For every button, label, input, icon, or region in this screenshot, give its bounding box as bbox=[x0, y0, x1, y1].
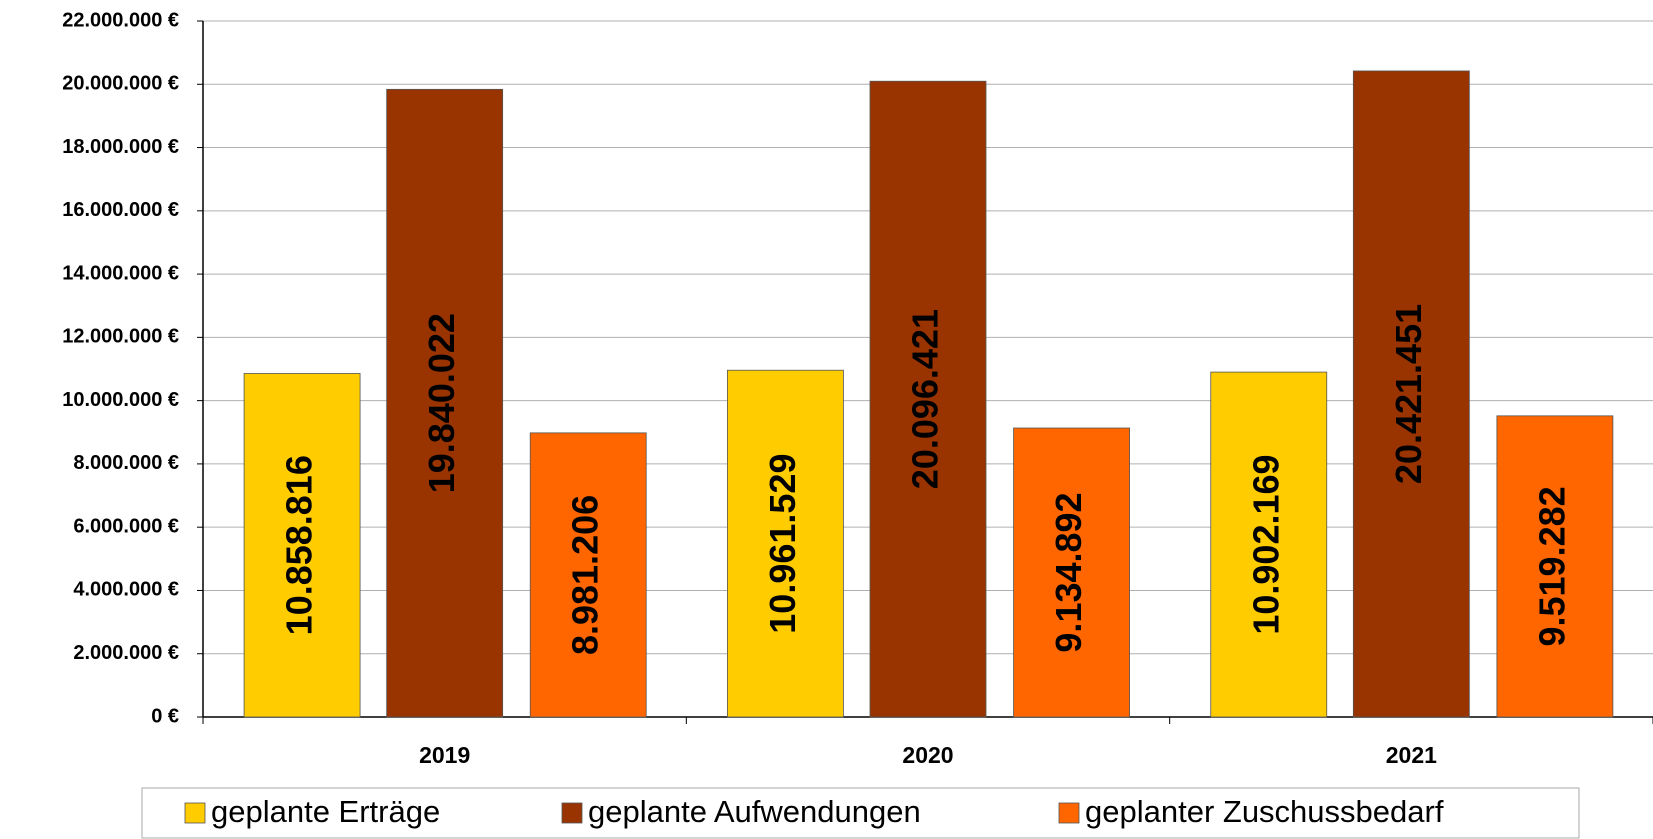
value-label: 8.981.206 bbox=[565, 495, 606, 655]
bar bbox=[727, 369, 844, 718]
legend-box bbox=[141, 787, 1580, 839]
bar bbox=[529, 432, 647, 718]
bar bbox=[1210, 371, 1328, 718]
y-tick-label: 16.000.000 € bbox=[62, 199, 179, 221]
bar bbox=[1496, 415, 1614, 718]
value-label: 10.902.169 bbox=[1245, 454, 1286, 634]
y-tick-label: 18.000.000 € bbox=[62, 136, 179, 158]
y-tick-label: 22.000.000 € bbox=[62, 9, 179, 31]
legend-label: geplanter Zuschussbedarf bbox=[1085, 794, 1444, 829]
legend-label: geplante Erträge bbox=[211, 794, 440, 829]
y-tick-label: 2.000.000 € bbox=[73, 642, 179, 664]
legend-swatch bbox=[184, 802, 206, 824]
y-tick-label: 10.000.000 € bbox=[62, 389, 179, 411]
value-label: 20.096.421 bbox=[905, 309, 946, 489]
y-tick-label: 12.000.000 € bbox=[62, 326, 179, 348]
x-tick-label: 2019 bbox=[419, 742, 470, 768]
bar bbox=[1352, 70, 1470, 718]
y-tick-label: 8.000.000 € bbox=[73, 452, 179, 474]
y-tick-label: 14.000.000 € bbox=[62, 262, 179, 284]
bar bbox=[869, 80, 987, 718]
value-label: 9.519.282 bbox=[1531, 486, 1572, 646]
value-label: 10.961.529 bbox=[762, 454, 803, 634]
value-label: 20.421.451 bbox=[1388, 304, 1429, 484]
legend-swatch bbox=[1058, 802, 1080, 824]
y-tick-label: 6.000.000 € bbox=[73, 515, 179, 537]
x-tick-label: 2020 bbox=[902, 742, 953, 768]
y-tick-label: 0 € bbox=[151, 705, 179, 727]
value-label: 19.840.022 bbox=[421, 313, 462, 493]
value-label: 9.134.892 bbox=[1048, 492, 1089, 652]
y-tick-label: 4.000.000 € bbox=[73, 579, 179, 601]
value-label: 10.858.816 bbox=[279, 455, 320, 635]
legend-label: geplante Aufwendungen bbox=[588, 794, 921, 829]
bar bbox=[386, 88, 504, 718]
bar bbox=[1013, 427, 1130, 718]
x-tick-label: 2021 bbox=[1386, 742, 1437, 768]
bar bbox=[243, 373, 361, 718]
y-tick-label: 20.000.000 € bbox=[62, 73, 179, 95]
legend-swatch bbox=[561, 802, 583, 824]
